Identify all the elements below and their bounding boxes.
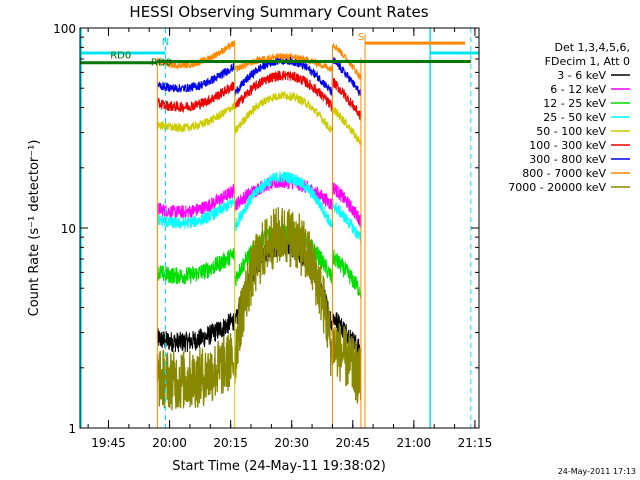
x-tick-label: 19:45 (91, 436, 126, 450)
legend: Det 1,3,4,5,6, FDecim 1, Att 0 3 - 6 keV… (508, 41, 630, 194)
legend-entry-label: 25 - 50 keV (543, 111, 606, 124)
y-axis-label: Count Rate (s⁻¹ detector⁻¹) (27, 140, 42, 317)
y-tick-label: 100 (53, 22, 76, 36)
legend-entry-label: 100 - 300 keV (529, 139, 606, 152)
series-line (156, 55, 362, 97)
footer-date-stamp: 24-May-2011 17:13 (558, 467, 636, 476)
flag-annotation-label: RD0 (110, 50, 131, 61)
legend-entry-label: 300 - 800 keV (529, 153, 606, 166)
y-tick-label: 10 (61, 222, 76, 236)
plot-area: RD0 RD0 N S (80, 28, 479, 428)
x-tick-label: 21:15 (458, 436, 493, 450)
flag-annotation-label: RD0 (151, 57, 172, 68)
legend-header-line-2: FDecim 1, Att 0 (545, 55, 630, 68)
x-tick-label: 20:00 (152, 436, 187, 450)
series-line (156, 70, 362, 121)
x-axis-label: Start Time (24-May-11 19:38:02) (172, 459, 386, 474)
axes: 19:45 20:00 20:15 20:30 20:45 21:00 21:15 1 10 10… (53, 22, 492, 450)
legend-entry-label: 3 - 6 keV (557, 69, 606, 82)
chart-title: HESSI Observing Summary Count Rates (129, 3, 428, 21)
series-line (156, 90, 362, 145)
flag-annotation-label: N (162, 37, 169, 48)
series-line (156, 174, 362, 229)
x-tick-label: 20:30 (274, 436, 309, 450)
x-tick-label: 20:45 (335, 436, 370, 450)
flag-annotation-label: S (358, 32, 364, 43)
series-line (156, 207, 362, 411)
legend-entry-label: 12 - 25 keV (543, 97, 606, 110)
legend-entry-label: 7000 - 20000 keV (508, 181, 606, 194)
series-line (156, 170, 362, 244)
legend-entry-label: 6 - 12 keV (550, 83, 606, 96)
x-tick-label: 20:15 (213, 436, 248, 450)
legend-entry-label: 800 - 7000 keV (522, 167, 606, 180)
legend-header-line-1: Det 1,3,4,5,6, (554, 41, 630, 54)
legend-entry-label: 50 - 100 keV (536, 125, 606, 138)
x-tick-label: 21:00 (397, 436, 432, 450)
y-tick-label: 1 (68, 422, 76, 436)
